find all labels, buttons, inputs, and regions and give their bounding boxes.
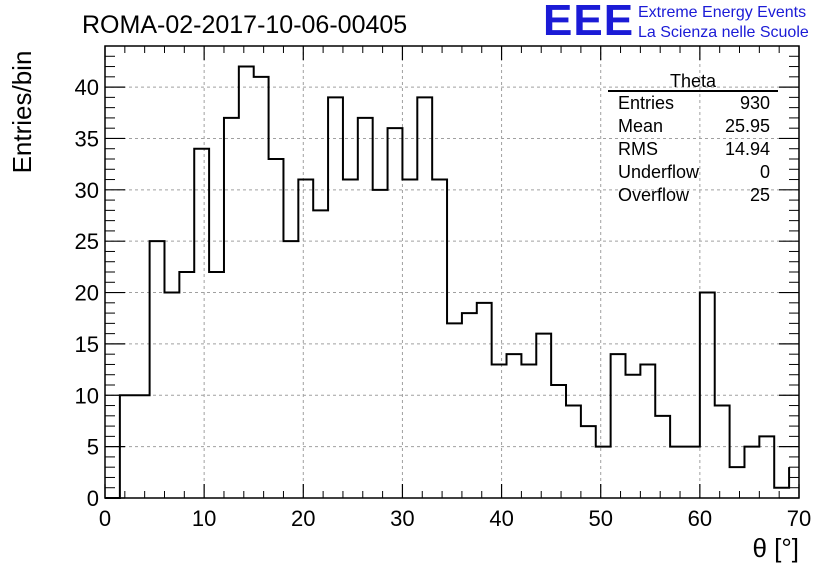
stats-row-underflow: Underflow 0 bbox=[608, 161, 778, 184]
eee-logo-mark: EEE bbox=[543, 0, 635, 45]
x-axis-title: θ [°] bbox=[752, 533, 799, 563]
x-tick-label: 50 bbox=[588, 506, 612, 531]
x-tick-label: 60 bbox=[688, 506, 712, 531]
x-tick-label: 0 bbox=[99, 506, 111, 531]
stats-value: 14.94 bbox=[724, 139, 770, 159]
stats-row-entries: Entries 930 bbox=[608, 92, 778, 115]
grid-lines bbox=[105, 46, 799, 498]
x-tick-label: 40 bbox=[489, 506, 513, 531]
stats-label: Entries bbox=[618, 93, 675, 113]
stats-label: RMS bbox=[618, 139, 658, 159]
stats-label: Overflow bbox=[618, 185, 690, 205]
stats-box: Theta Entries 930 Mean 25.95 RMS 14.94 Underfl… bbox=[608, 70, 778, 207]
stats-title: Theta bbox=[608, 70, 778, 92]
y-tick-label: 40 bbox=[75, 75, 99, 100]
axis-ticks bbox=[104, 45, 800, 499]
histogram-outline bbox=[105, 65, 791, 499]
y-tick-label: 10 bbox=[75, 383, 99, 408]
stats-value: 930 bbox=[739, 93, 770, 113]
stats-row-mean: Mean 25.95 bbox=[608, 115, 778, 138]
tick-labels: 0 10 20 30 40 50 60 70 0 5 10 15 20 25 30 35 40 bbox=[75, 75, 812, 531]
y-tick-label: 15 bbox=[75, 332, 99, 357]
y-tick-label: 20 bbox=[75, 281, 99, 306]
stats-value: 25 bbox=[749, 185, 770, 205]
x-tick-label: 20 bbox=[291, 506, 315, 531]
stats-value: 0 bbox=[759, 162, 770, 182]
stats-label: Mean bbox=[618, 116, 664, 136]
y-tick-label: 35 bbox=[75, 126, 99, 151]
stats-row-rms: RMS 14.94 bbox=[608, 138, 778, 161]
stats-value: 25.95 bbox=[724, 116, 770, 136]
x-tick-label: 30 bbox=[390, 506, 414, 531]
y-tick-label: 30 bbox=[75, 178, 99, 203]
y-tick-label: 5 bbox=[87, 435, 99, 460]
logo-line-2: La Scienza nelle Scuole bbox=[638, 24, 809, 41]
y-tick-label: 0 bbox=[87, 486, 99, 511]
x-tick-label: 70 bbox=[787, 506, 811, 531]
y-axis-title: Entries/bin bbox=[7, 51, 37, 174]
stats-rows: Entries 930 Mean 25.95 RMS 14.94 Underflow 0 Ove… bbox=[608, 92, 778, 207]
stats-row-overflow: Overflow 25 bbox=[608, 184, 778, 207]
y-tick-label: 25 bbox=[75, 229, 99, 254]
stats-label: Underflow bbox=[618, 162, 700, 182]
logo-line-1: Extreme Energy Events bbox=[638, 4, 807, 21]
chart-title: ROMA-02-2017-10-06-00405 bbox=[82, 11, 408, 39]
x-tick-label: 10 bbox=[192, 506, 216, 531]
